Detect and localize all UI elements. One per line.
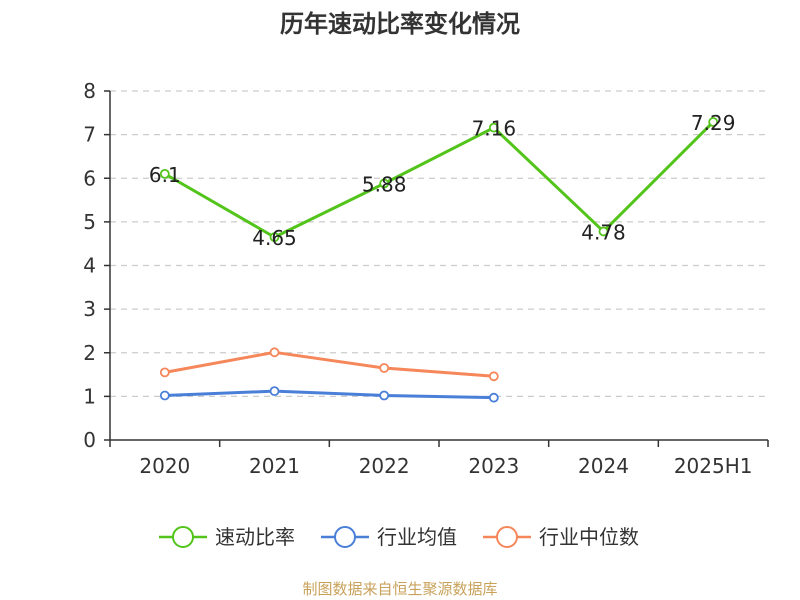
data-point [269, 232, 280, 243]
legend-label: 行业均值 [377, 525, 457, 549]
data-label: 4.65 [252, 226, 297, 250]
y-tick-label: 6 [83, 166, 96, 190]
data-point [269, 347, 280, 358]
data-point [488, 122, 499, 133]
y-tick-label: 5 [83, 210, 96, 234]
data-label-layer: 6.1 4.65 5.88 7.16 4.78 7.29 [149, 111, 736, 250]
legend: 速动比率 行业均值 行业中位数 [159, 525, 639, 549]
y-tick-label: 1 [83, 384, 96, 408]
data-point [159, 367, 170, 378]
y-tick-label: 2 [83, 341, 96, 365]
series-line [164, 389, 494, 400]
x-tick-label: 2021 [249, 454, 300, 478]
y-tick-label: 0 [83, 428, 96, 452]
data-point [379, 363, 390, 373]
legend-item[interactable]: 行业均值 [321, 525, 457, 549]
data-point [488, 392, 499, 403]
data-point [708, 117, 719, 127]
series-line [164, 120, 715, 239]
legend-swatch-circle [334, 526, 356, 548]
x-tick-label: 2025H1 [674, 454, 753, 478]
data-label: 5.88 [362, 172, 407, 196]
grid-layer [110, 90, 768, 397]
data-point [159, 168, 170, 179]
legend-label: 速动比率 [215, 525, 295, 549]
data-label: 6.1 [149, 163, 181, 187]
axis-layer: 0 1 2 3 4 5 6 7 8 2020 2021 2022 2023 2024 2025H1 [83, 79, 769, 478]
data-point [598, 226, 609, 237]
chart-title: 历年速动比率变化情况 [280, 10, 520, 38]
x-tick-label: 2024 [578, 454, 629, 478]
x-tick-label: 2022 [359, 454, 410, 478]
y-tick-label: 7 [83, 123, 96, 147]
data-label: 7.29 [691, 111, 736, 135]
data-label: 7.16 [472, 117, 517, 141]
y-tick-label: 4 [83, 254, 96, 278]
y-tick-label: 8 [83, 79, 96, 103]
y-tick-label: 3 [83, 297, 96, 321]
source-note: 制图数据来自恒生聚源数据库 [302, 580, 498, 598]
data-point [269, 386, 280, 397]
series-layer [159, 117, 719, 403]
legend-swatch-circle [172, 526, 194, 548]
x-tick-label: 2020 [139, 454, 190, 478]
data-point [379, 178, 390, 189]
data-label: 4.78 [581, 220, 626, 244]
series-line [164, 350, 494, 378]
legend-item[interactable]: 速动比率 [159, 525, 295, 549]
legend-swatch-circle [496, 526, 518, 548]
data-point [159, 390, 170, 401]
legend-item[interactable]: 行业中位数 [483, 525, 639, 549]
legend-label: 行业中位数 [539, 525, 639, 549]
data-point [379, 390, 390, 401]
x-tick-label: 2023 [468, 454, 519, 478]
data-point [488, 371, 499, 382]
